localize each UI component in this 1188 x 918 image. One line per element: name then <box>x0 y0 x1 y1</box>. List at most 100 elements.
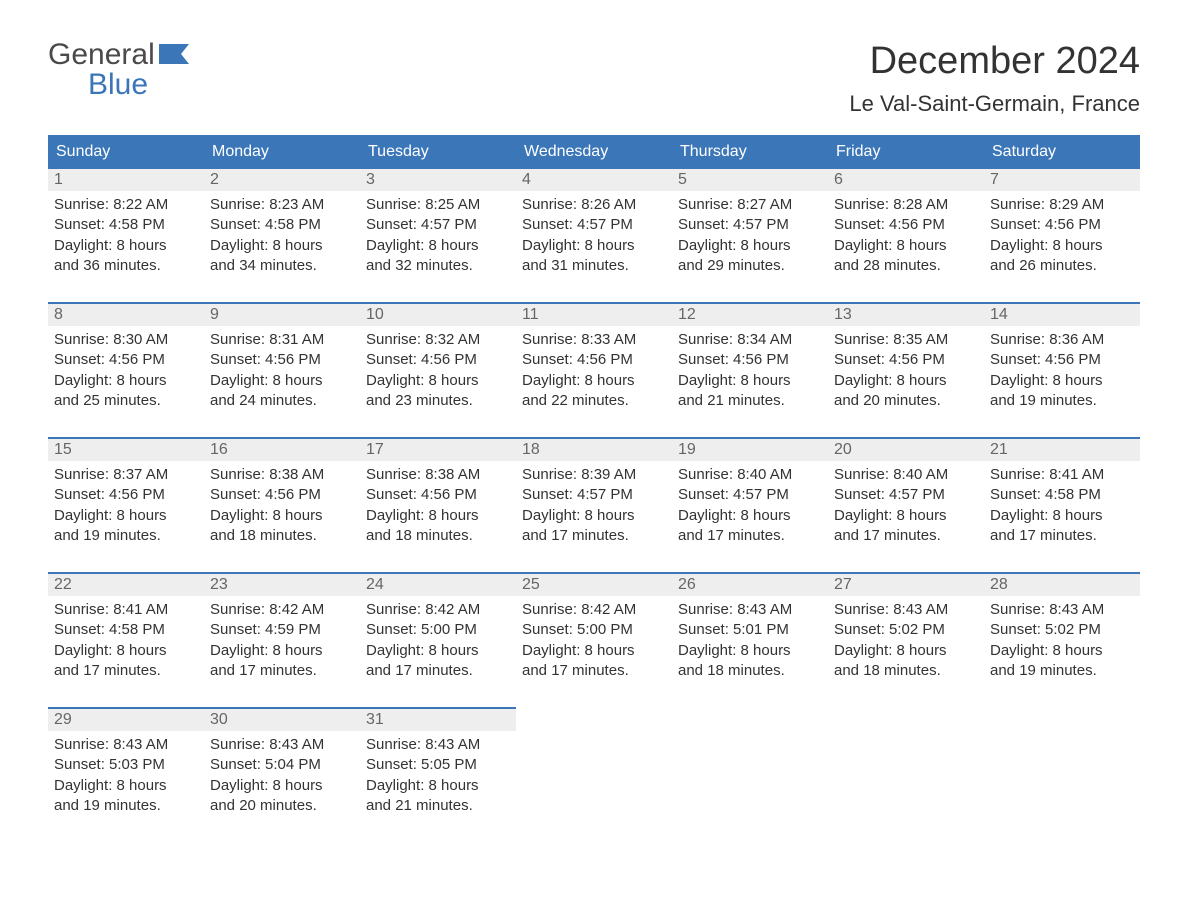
cell-body: Sunrise: 8:26 AMSunset: 4:57 PMDaylight:… <box>516 191 672 276</box>
sunrise-text: Sunrise: 8:38 AM <box>366 465 510 485</box>
sunrise-text: Sunrise: 8:27 AM <box>678 195 822 215</box>
cell-body: Sunrise: 8:43 AMSunset: 5:05 PMDaylight:… <box>360 731 516 816</box>
sunset-text: Sunset: 4:56 PM <box>366 485 510 505</box>
daylight-text: Daylight: 8 hours and 19 minutes. <box>990 641 1130 682</box>
day-number: 30 <box>204 709 360 731</box>
cell-body: Sunrise: 8:42 AMSunset: 5:00 PMDaylight:… <box>516 596 672 681</box>
logo-top: General <box>48 40 189 70</box>
cell-body: Sunrise: 8:32 AMSunset: 4:56 PMDaylight:… <box>360 326 516 411</box>
daylight-text: Daylight: 8 hours and 19 minutes. <box>990 371 1130 412</box>
sunset-text: Sunset: 4:56 PM <box>54 350 198 370</box>
calendar-cell: 7Sunrise: 8:29 AMSunset: 4:56 PMDaylight… <box>984 167 1140 302</box>
day-number: 7 <box>984 169 1140 191</box>
sunset-text: Sunset: 5:05 PM <box>366 755 510 775</box>
title-block: December 2024 Le Val-Saint-Germain, Fran… <box>849 40 1140 117</box>
calendar-cell: 25Sunrise: 8:42 AMSunset: 5:00 PMDayligh… <box>516 572 672 707</box>
location-label: Le Val-Saint-Germain, France <box>849 91 1140 117</box>
calendar-cell-empty <box>984 707 1140 842</box>
sunrise-text: Sunrise: 8:36 AM <box>990 330 1134 350</box>
calendar-cell: 16Sunrise: 8:38 AMSunset: 4:56 PMDayligh… <box>204 437 360 572</box>
day-number: 15 <box>48 439 204 461</box>
calendar-cell: 12Sunrise: 8:34 AMSunset: 4:56 PMDayligh… <box>672 302 828 437</box>
sunset-text: Sunset: 4:56 PM <box>522 350 666 370</box>
sunrise-text: Sunrise: 8:43 AM <box>366 735 510 755</box>
day-number: 26 <box>672 574 828 596</box>
cell-body: Sunrise: 8:36 AMSunset: 4:56 PMDaylight:… <box>984 326 1140 411</box>
sunset-text: Sunset: 5:03 PM <box>54 755 198 775</box>
daylight-text: Daylight: 8 hours and 19 minutes. <box>54 776 194 817</box>
cell-body: Sunrise: 8:38 AMSunset: 4:56 PMDaylight:… <box>204 461 360 546</box>
cell-body: Sunrise: 8:25 AMSunset: 4:57 PMDaylight:… <box>360 191 516 276</box>
sunset-text: Sunset: 4:56 PM <box>834 350 978 370</box>
day-number: 6 <box>828 169 984 191</box>
calendar-cell: 31Sunrise: 8:43 AMSunset: 5:05 PMDayligh… <box>360 707 516 842</box>
calendar-cell: 22Sunrise: 8:41 AMSunset: 4:58 PMDayligh… <box>48 572 204 707</box>
sunset-text: Sunset: 4:56 PM <box>210 485 354 505</box>
day-number: 28 <box>984 574 1140 596</box>
sunset-text: Sunset: 5:00 PM <box>366 620 510 640</box>
sunset-text: Sunset: 4:56 PM <box>678 350 822 370</box>
calendar-cell: 13Sunrise: 8:35 AMSunset: 4:56 PMDayligh… <box>828 302 984 437</box>
cell-body: Sunrise: 8:41 AMSunset: 4:58 PMDaylight:… <box>984 461 1140 546</box>
sunrise-text: Sunrise: 8:35 AM <box>834 330 978 350</box>
sunset-text: Sunset: 4:58 PM <box>54 620 198 640</box>
sunrise-text: Sunrise: 8:41 AM <box>990 465 1134 485</box>
sunset-text: Sunset: 4:57 PM <box>522 485 666 505</box>
sunset-text: Sunset: 4:57 PM <box>678 215 822 235</box>
daylight-text: Daylight: 8 hours and 17 minutes. <box>990 506 1130 547</box>
day-number: 31 <box>360 709 516 731</box>
sunrise-text: Sunrise: 8:42 AM <box>522 600 666 620</box>
sunrise-text: Sunrise: 8:43 AM <box>210 735 354 755</box>
daylight-text: Daylight: 8 hours and 29 minutes. <box>678 236 818 277</box>
calendar-cell: 15Sunrise: 8:37 AMSunset: 4:56 PMDayligh… <box>48 437 204 572</box>
cell-body: Sunrise: 8:43 AMSunset: 5:02 PMDaylight:… <box>828 596 984 681</box>
sunrise-text: Sunrise: 8:43 AM <box>990 600 1134 620</box>
daylight-text: Daylight: 8 hours and 18 minutes. <box>210 506 350 547</box>
cell-body: Sunrise: 8:35 AMSunset: 4:56 PMDaylight:… <box>828 326 984 411</box>
day-number: 27 <box>828 574 984 596</box>
cell-body: Sunrise: 8:42 AMSunset: 4:59 PMDaylight:… <box>204 596 360 681</box>
sunrise-text: Sunrise: 8:32 AM <box>366 330 510 350</box>
sunset-text: Sunset: 5:00 PM <box>522 620 666 640</box>
page-title: December 2024 <box>849 40 1140 83</box>
calendar-cell-empty <box>516 707 672 842</box>
calendar-cell-empty <box>672 707 828 842</box>
daylight-text: Daylight: 8 hours and 18 minutes. <box>834 641 974 682</box>
day-number: 2 <box>204 169 360 191</box>
logo-text-general: General <box>48 40 155 70</box>
sunset-text: Sunset: 4:57 PM <box>366 215 510 235</box>
day-header: Tuesday <box>360 137 516 167</box>
daylight-text: Daylight: 8 hours and 32 minutes. <box>366 236 506 277</box>
sunrise-text: Sunrise: 8:41 AM <box>54 600 198 620</box>
day-number: 21 <box>984 439 1140 461</box>
day-number: 3 <box>360 169 516 191</box>
sunrise-text: Sunrise: 8:43 AM <box>678 600 822 620</box>
daylight-text: Daylight: 8 hours and 24 minutes. <box>210 371 350 412</box>
cell-body: Sunrise: 8:29 AMSunset: 4:56 PMDaylight:… <box>984 191 1140 276</box>
sunset-text: Sunset: 4:56 PM <box>834 215 978 235</box>
calendar-cell: 8Sunrise: 8:30 AMSunset: 4:56 PMDaylight… <box>48 302 204 437</box>
sunrise-text: Sunrise: 8:37 AM <box>54 465 198 485</box>
calendar-cell: 17Sunrise: 8:38 AMSunset: 4:56 PMDayligh… <box>360 437 516 572</box>
cell-body: Sunrise: 8:27 AMSunset: 4:57 PMDaylight:… <box>672 191 828 276</box>
daylight-text: Daylight: 8 hours and 22 minutes. <box>522 371 662 412</box>
day-number: 10 <box>360 304 516 326</box>
daylight-text: Daylight: 8 hours and 20 minutes. <box>210 776 350 817</box>
cell-body: Sunrise: 8:42 AMSunset: 5:00 PMDaylight:… <box>360 596 516 681</box>
day-number: 14 <box>984 304 1140 326</box>
sunrise-text: Sunrise: 8:31 AM <box>210 330 354 350</box>
calendar-cell-empty <box>828 707 984 842</box>
cell-body: Sunrise: 8:40 AMSunset: 4:57 PMDaylight:… <box>828 461 984 546</box>
sunset-text: Sunset: 4:56 PM <box>210 350 354 370</box>
calendar-cell: 24Sunrise: 8:42 AMSunset: 5:00 PMDayligh… <box>360 572 516 707</box>
daylight-text: Daylight: 8 hours and 21 minutes. <box>366 776 506 817</box>
day-number: 25 <box>516 574 672 596</box>
day-number: 24 <box>360 574 516 596</box>
day-number: 29 <box>48 709 204 731</box>
day-number: 17 <box>360 439 516 461</box>
day-number: 12 <box>672 304 828 326</box>
daylight-text: Daylight: 8 hours and 17 minutes. <box>366 641 506 682</box>
day-number: 22 <box>48 574 204 596</box>
calendar-cell: 26Sunrise: 8:43 AMSunset: 5:01 PMDayligh… <box>672 572 828 707</box>
day-number: 19 <box>672 439 828 461</box>
